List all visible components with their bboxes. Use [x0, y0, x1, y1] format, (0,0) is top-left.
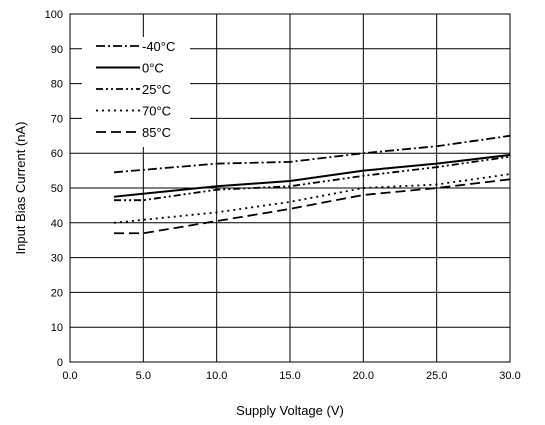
- legend-background: [82, 37, 190, 147]
- y-tick-label: 0: [57, 357, 63, 369]
- x-tick-label: 15.0: [279, 370, 300, 382]
- grid: [69, 13, 511, 363]
- legend: -40°C 0°C 25°C 70°C 85°C: [82, 37, 190, 147]
- series-line-3: [113, 173, 511, 224]
- y-ticks: 0 10 20 30 40 50 60 70 80 90 100: [45, 9, 63, 369]
- x-tick-label: 30.0: [499, 370, 520, 382]
- x-axis-label: Supply Voltage (V): [236, 403, 344, 418]
- y-tick-label: 60: [51, 148, 63, 160]
- x-tick-label: 0.0: [62, 370, 77, 382]
- series-line-4: [114, 178, 511, 235]
- x-tick-label: 25.0: [426, 370, 447, 382]
- legend-label: 0°C: [142, 61, 164, 76]
- x-ticks: 0.0 5.0 10.0 15.0 20.0 25.0 30.0: [62, 370, 520, 382]
- series-group: [113, 134, 511, 235]
- x-tick-label: 5.0: [136, 370, 151, 382]
- y-tick-label: 30: [51, 253, 63, 265]
- y-tick-label: 90: [51, 44, 63, 56]
- legend-label: 70°C: [142, 104, 171, 119]
- y-tick-label: 100: [45, 9, 63, 21]
- y-tick-label: 40: [51, 218, 63, 230]
- legend-label: 25°C: [142, 82, 171, 97]
- plot-border: [69, 13, 511, 363]
- legend-label: -40°C: [142, 39, 175, 54]
- series-line-0: [113, 134, 511, 174]
- series-line-2: [114, 155, 511, 202]
- y-axis-label: Input Bias Current (nA): [13, 122, 28, 255]
- y-tick-label: 80: [51, 79, 63, 91]
- y-tick-label: 70: [51, 113, 63, 125]
- x-tick-label: 20.0: [353, 370, 374, 382]
- y-tick-label: 20: [51, 287, 63, 299]
- y-tick-label: 50: [51, 183, 63, 195]
- legend-label: 85°C: [142, 125, 171, 140]
- y-tick-label: 10: [51, 322, 63, 334]
- series-line-1: [113, 153, 511, 198]
- x-tick-label: 10.0: [206, 370, 227, 382]
